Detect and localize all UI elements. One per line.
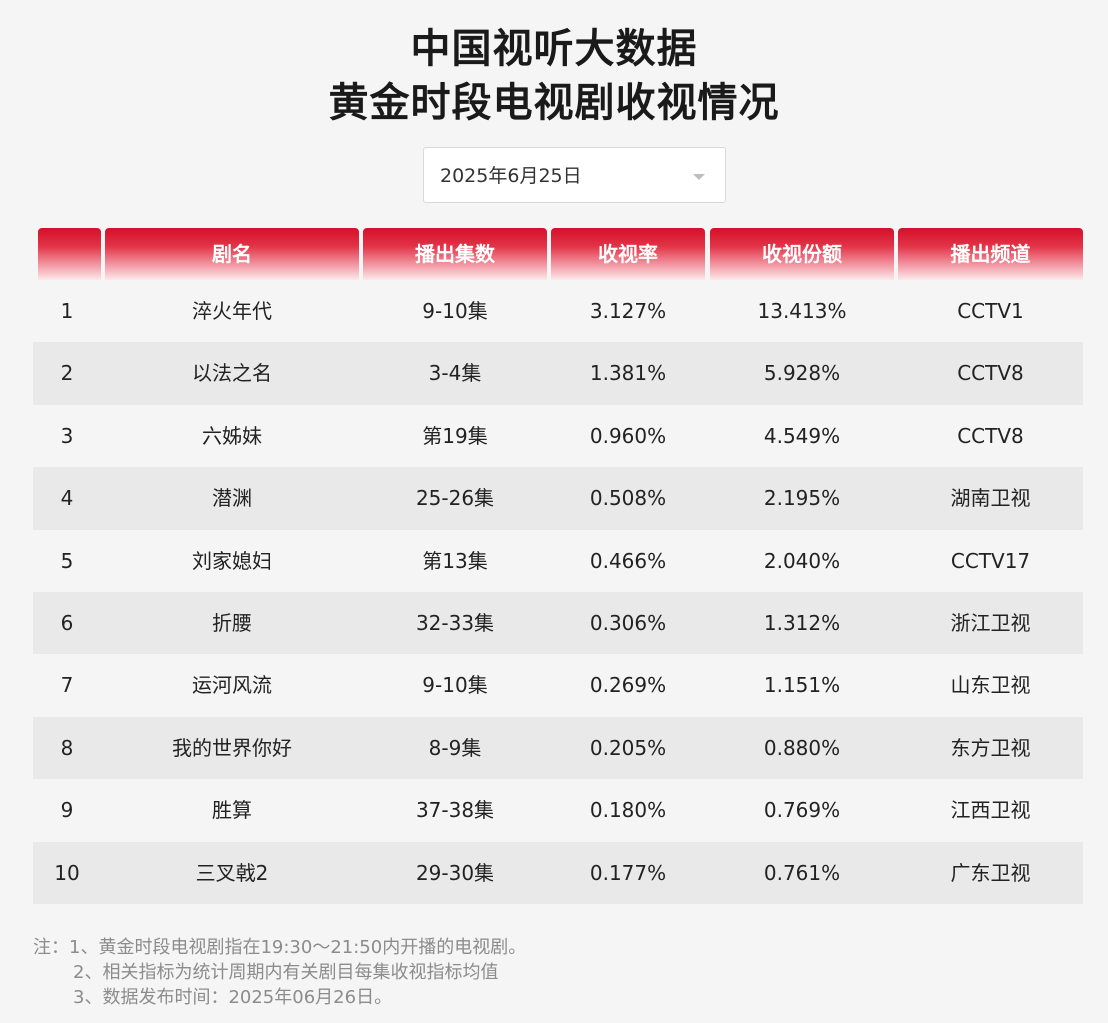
table-row: 10 三叉戟2 29-30集 0.177% 0.761% 广东卫视 xyxy=(33,841,1083,904)
cell-rating: 0.466% xyxy=(589,548,667,573)
cell-name: 潜渊 xyxy=(212,486,252,511)
table-row: 2 以法之名 3-4集 1.381% 5.928% CCTV8 xyxy=(33,342,1083,405)
cell-channel: 山东卫视 xyxy=(950,673,1031,698)
header-channel: 播出频道 xyxy=(898,228,1083,280)
cell-rank: 4 xyxy=(60,486,74,511)
cell-channel: 江西卫视 xyxy=(950,798,1031,823)
table-row: 7 运河风流 9-10集 0.269% 1.151% 山东卫视 xyxy=(33,654,1083,716)
cell-episodes: 第19集 xyxy=(422,423,488,448)
cell-channel: 东方卫视 xyxy=(950,735,1031,760)
cell-share: 0.880% xyxy=(763,735,841,760)
cell-share: 13.413% xyxy=(757,299,847,323)
cell-channel: CCTV8 xyxy=(957,423,1024,448)
header-episodes: 播出集数 xyxy=(363,228,547,280)
page-title: 中国视听大数据 黄金时段电视剧收视情况 xyxy=(0,22,1108,130)
table-row: 1 淬火年代 9-10集 3.127% 13.413% CCTV1 xyxy=(33,280,1083,342)
table-row: 3 六姊妹 第19集 0.960% 4.549% CCTV8 xyxy=(33,405,1083,467)
chevron-down-icon xyxy=(693,174,705,180)
table-row: 5 刘家媳妇 第13集 0.466% 2.040% CCTV17 xyxy=(33,530,1083,592)
cell-episodes: 32-33集 xyxy=(415,610,495,635)
cell-share: 0.761% xyxy=(763,860,841,885)
cell-rating: 3.127% xyxy=(589,299,667,323)
table-row: 9 胜算 37-38集 0.180% 0.769% 江西卫视 xyxy=(33,779,1083,841)
cell-rating: 1.381% xyxy=(589,361,667,386)
cell-share: 2.195% xyxy=(763,486,841,511)
header-rank xyxy=(38,228,101,280)
cell-share: 2.040% xyxy=(763,548,841,573)
cell-rank: 5 xyxy=(60,548,74,573)
table-row: 6 折腰 32-33集 0.306% 1.312% 浙江卫视 xyxy=(33,591,1083,655)
cell-episodes: 9-10集 xyxy=(422,299,488,323)
cell-rank: 2 xyxy=(60,361,74,386)
cell-rank: 10 xyxy=(54,860,80,885)
ratings-table: 剧名 播出集数 收视率 收视份额 播出频道 1 淬火年代 9-10集 3.127… xyxy=(33,228,1083,904)
cell-episodes: 29-30集 xyxy=(415,860,495,885)
cell-rank: 3 xyxy=(60,423,74,448)
footnote-2: 2、相关指标为统计周期内有关剧目每集收视指标均值 xyxy=(73,962,499,983)
cell-channel: CCTV8 xyxy=(957,361,1024,386)
cell-channel: CCTV17 xyxy=(950,548,1031,573)
cell-name: 胜算 xyxy=(212,798,252,823)
cell-channel: 浙江卫视 xyxy=(950,610,1031,635)
cell-rank: 1 xyxy=(60,299,74,323)
cell-rating: 0.306% xyxy=(589,610,667,635)
date-select-value: 2025年6月25日 xyxy=(440,165,582,187)
table-header: 剧名 播出集数 收视率 收视份额 播出频道 xyxy=(33,228,1083,280)
footnote-3: 3、数据发布时间：2025年06月26日。 xyxy=(73,987,393,1008)
cell-channel: 广东卫视 xyxy=(950,860,1031,885)
table-row: 8 我的世界你好 8-9集 0.205% 0.880% 东方卫视 xyxy=(33,716,1083,780)
footnotes: 注：1、黄金时段电视剧指在19:30～21:50内开播的电视剧。 2、相关指标为… xyxy=(33,935,526,1010)
cell-share: 5.928% xyxy=(763,361,841,386)
table-row: 4 潜渊 25-26集 0.508% 2.195% 湖南卫视 xyxy=(33,467,1083,530)
cell-rank: 8 xyxy=(60,735,74,760)
cell-rating: 0.960% xyxy=(589,423,667,448)
cell-share: 0.769% xyxy=(763,798,841,823)
cell-episodes: 3-4集 xyxy=(428,361,482,386)
title-line-1: 中国视听大数据 xyxy=(410,26,698,72)
cell-share: 1.151% xyxy=(763,673,841,698)
cell-episodes: 第13集 xyxy=(422,548,488,573)
cell-rating: 0.205% xyxy=(589,735,667,760)
title-line-2: 黄金时段电视剧收视情况 xyxy=(328,80,780,126)
cell-rank: 9 xyxy=(60,798,74,823)
cell-rating: 0.180% xyxy=(589,798,667,823)
cell-name: 运河风流 xyxy=(192,673,272,698)
header-name: 剧名 xyxy=(105,228,359,280)
header-share: 收视份额 xyxy=(710,228,894,280)
date-select[interactable]: 2025年6月25日 xyxy=(423,147,726,203)
header-rating: 收视率 xyxy=(551,228,705,280)
cell-share: 1.312% xyxy=(763,610,841,635)
cell-rank: 7 xyxy=(60,673,74,698)
cell-rating: 0.269% xyxy=(589,673,667,698)
cell-channel: 湖南卫视 xyxy=(950,486,1031,511)
cell-name: 以法之名 xyxy=(192,361,272,386)
footnote-1: 注：1、黄金时段电视剧指在19:30～21:50内开播的电视剧。 xyxy=(33,937,527,958)
cell-name: 淬火年代 xyxy=(192,299,272,323)
cell-channel: CCTV1 xyxy=(957,299,1024,323)
cell-episodes: 8-9集 xyxy=(428,735,482,760)
cell-name: 刘家媳妇 xyxy=(192,548,272,573)
cell-rating: 0.177% xyxy=(589,860,667,885)
cell-name: 折腰 xyxy=(212,610,252,635)
cell-episodes: 37-38集 xyxy=(415,798,495,823)
cell-name: 六姊妹 xyxy=(202,423,262,448)
cell-name: 我的世界你好 xyxy=(172,735,292,760)
cell-rating: 0.508% xyxy=(589,486,667,511)
cell-episodes: 9-10集 xyxy=(422,673,488,698)
cell-rank: 6 xyxy=(60,610,74,635)
cell-name: 三叉戟2 xyxy=(195,860,269,885)
cell-share: 4.549% xyxy=(763,423,841,448)
cell-episodes: 25-26集 xyxy=(415,486,495,511)
